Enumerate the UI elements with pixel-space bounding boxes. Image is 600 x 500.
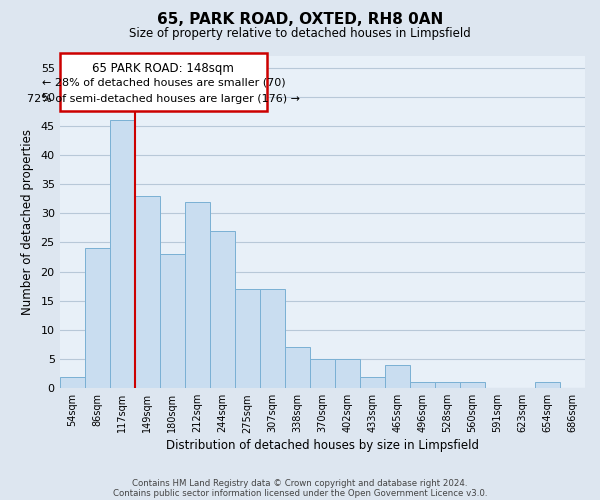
- Bar: [160, 254, 185, 388]
- Bar: [385, 365, 410, 388]
- Bar: [310, 359, 335, 388]
- Bar: [535, 382, 560, 388]
- Bar: [260, 289, 285, 388]
- Text: 72% of semi-detached houses are larger (176) →: 72% of semi-detached houses are larger (…: [27, 94, 300, 104]
- Bar: [435, 382, 460, 388]
- Bar: [110, 120, 134, 388]
- Text: Contains HM Land Registry data © Crown copyright and database right 2024.: Contains HM Land Registry data © Crown c…: [132, 478, 468, 488]
- Bar: [410, 382, 435, 388]
- Text: Size of property relative to detached houses in Limpsfield: Size of property relative to detached ho…: [129, 28, 471, 40]
- Bar: [59, 376, 85, 388]
- X-axis label: Distribution of detached houses by size in Limpsfield: Distribution of detached houses by size …: [166, 440, 479, 452]
- Bar: [360, 376, 385, 388]
- Text: ← 28% of detached houses are smaller (70): ← 28% of detached houses are smaller (70…: [41, 78, 285, 88]
- Bar: [210, 231, 235, 388]
- Bar: [335, 359, 360, 388]
- Y-axis label: Number of detached properties: Number of detached properties: [20, 129, 34, 315]
- Bar: [185, 202, 210, 388]
- Bar: [235, 289, 260, 388]
- Text: 65 PARK ROAD: 148sqm: 65 PARK ROAD: 148sqm: [92, 62, 235, 74]
- FancyBboxPatch shape: [59, 53, 267, 112]
- Bar: [85, 248, 110, 388]
- Text: Contains public sector information licensed under the Open Government Licence v3: Contains public sector information licen…: [113, 488, 487, 498]
- Text: 65, PARK ROAD, OXTED, RH8 0AN: 65, PARK ROAD, OXTED, RH8 0AN: [157, 12, 443, 28]
- Bar: [285, 348, 310, 388]
- Bar: [134, 196, 160, 388]
- Bar: [460, 382, 485, 388]
